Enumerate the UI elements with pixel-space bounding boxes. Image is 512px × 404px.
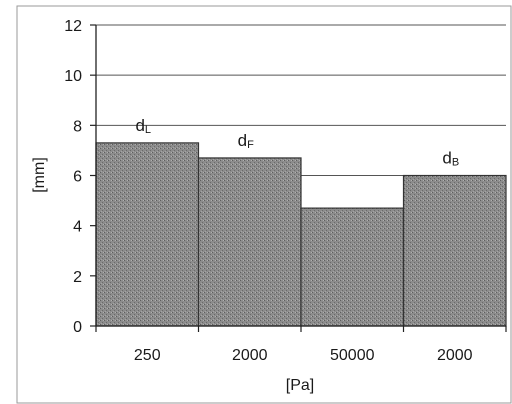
bar xyxy=(95,142,200,327)
y-tick-label: 12 xyxy=(64,18,82,35)
y-axis-title: [mm] xyxy=(31,157,48,193)
x-axis-title: [Pa] xyxy=(286,377,314,394)
y-tick-label: 4 xyxy=(73,219,82,236)
bar xyxy=(402,174,507,327)
bar-annotation-main: d xyxy=(135,116,144,135)
y-tick-label: 8 xyxy=(73,118,82,135)
bar-annotation: dB xyxy=(442,149,459,169)
bar-annotation-sub: F xyxy=(247,139,254,151)
bar xyxy=(197,157,302,327)
x-tick-label: 250 xyxy=(134,347,161,364)
x-tick-label: 2000 xyxy=(232,347,268,364)
y-tick-label: 6 xyxy=(73,169,82,186)
x-tick-label: 50000 xyxy=(330,347,375,364)
x-tick-label: 2000 xyxy=(437,347,473,364)
y-tick-label: 10 xyxy=(64,68,82,85)
bar-annotation-main: d xyxy=(442,149,451,168)
axes: 0 2 4 6 8 10 12 xyxy=(64,18,507,336)
bar xyxy=(300,207,405,327)
y-tick-label: 2 xyxy=(73,269,82,286)
bar-annotation-sub: B xyxy=(452,157,459,169)
bar-annotation: dF xyxy=(238,131,254,151)
bar-annotation: dL xyxy=(135,116,151,136)
bars xyxy=(95,142,507,327)
bar-annotation-main: d xyxy=(238,131,247,150)
y-tick-label: 0 xyxy=(73,319,82,336)
bar-annotation-sub: L xyxy=(145,124,151,136)
